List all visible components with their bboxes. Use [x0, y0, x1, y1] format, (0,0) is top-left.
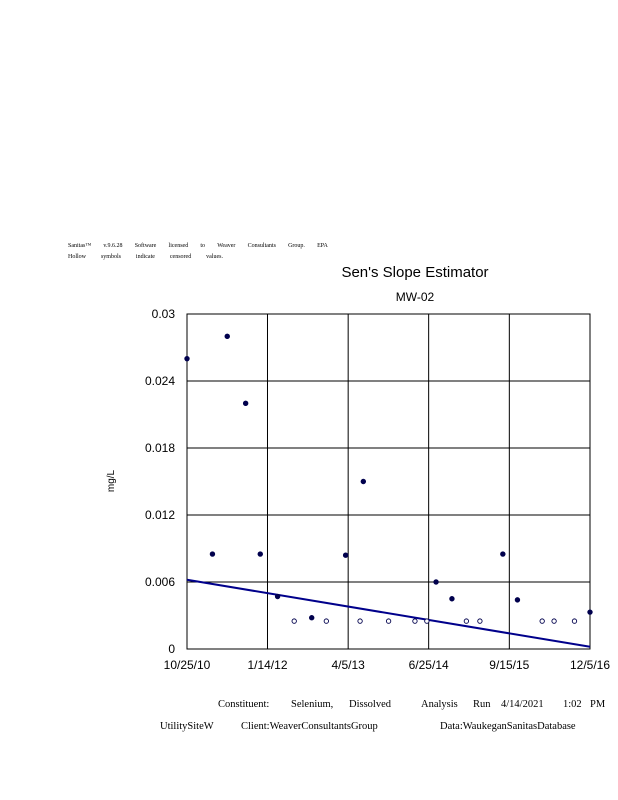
censored-data-point: [291, 618, 297, 624]
censored-data-point: [424, 618, 430, 624]
header-license-word: Sanitas™: [68, 243, 92, 249]
header-license-word: Software: [134, 243, 157, 249]
x-tick-label: 10/25/10: [164, 658, 211, 672]
censored-data-point: [477, 618, 483, 624]
data-point: [209, 551, 216, 557]
censored-data-point: [463, 618, 470, 624]
grid-lines: [186, 313, 591, 650]
data-points: [184, 333, 593, 624]
header-censored-note-word: Hollow: [68, 254, 86, 260]
data-point: [500, 551, 506, 557]
y-tick-label: 0.018: [145, 441, 175, 455]
trend-line: [186, 578, 591, 648]
data-point: [587, 609, 593, 615]
censored-data-point: [412, 618, 418, 624]
header-license-word: to: [200, 243, 206, 249]
header-censored-note-word: censored: [169, 254, 192, 260]
y-tick-label: 0.006: [145, 575, 175, 589]
header-notes: Sanitas™ v.9.6.28 Software licensed to Weaver…: [68, 241, 328, 263]
censored-data-point: [357, 618, 363, 624]
data-point: [342, 552, 349, 558]
x-tick-labels: 10/25/10 1/14/12 4/5/13 6/25/14 9/15/15 12/5/…: [164, 658, 611, 672]
header-line-license: Sanitas™ v.9.6.28 Software licensed to Weaver…: [68, 241, 328, 252]
x-tick-label: 1/14/12: [247, 658, 287, 672]
header-license-word: EPA: [317, 243, 328, 249]
data-point: [309, 615, 315, 621]
header-license-word: Weaver: [217, 243, 236, 249]
data-point: [274, 593, 281, 600]
censored-data-point: [571, 618, 578, 624]
trend-line-group: [186, 578, 591, 648]
x-tick-label: 12/5/16: [570, 658, 610, 672]
header-license-word: v.9.6.28: [103, 243, 123, 249]
header-license-word: Group.: [288, 243, 305, 249]
header-censored-note-word: values.: [206, 254, 223, 260]
x-tick-label: 4/5/13: [331, 658, 365, 672]
y-tick-label: 0: [168, 642, 175, 656]
censored-data-point: [551, 618, 557, 624]
header-censored-note-word: indicate: [135, 254, 155, 260]
data-point: [242, 400, 249, 407]
header-line-censored-note: Hollow symbols indicate censored values.: [68, 252, 223, 263]
data-point: [224, 333, 230, 340]
data-point: [257, 551, 263, 557]
censored-data-point: [385, 618, 392, 624]
chart-title: Sen's Slope Estimator: [341, 264, 489, 281]
chart-subtitle: MW-02: [395, 290, 435, 304]
header-license-word: Consultants: [247, 243, 276, 249]
plot-border: [186, 313, 591, 650]
y-tick-labels: 0 0.006 0.012 0.018 0.024 0.03: [145, 307, 175, 656]
censored-data-point: [539, 618, 545, 624]
censored-data-point: [323, 618, 329, 624]
x-tick-label: 9/15/15: [489, 658, 529, 672]
header-license-word: licensed: [168, 243, 189, 249]
data-point: [514, 597, 521, 603]
y-tick-label: 0.012: [145, 508, 175, 522]
data-point: [360, 478, 367, 485]
plot-frame: [186, 313, 591, 650]
header-censored-note-word: symbols: [100, 254, 121, 260]
data-point: [449, 596, 455, 602]
data-point: [433, 579, 439, 585]
y-tick-label: 0.03: [152, 307, 176, 321]
x-tick-label: 6/25/14: [409, 658, 449, 672]
data-point: [184, 355, 190, 362]
y-tick-label: 0.024: [145, 374, 175, 388]
y-axis-label: mg/L: [106, 469, 117, 492]
